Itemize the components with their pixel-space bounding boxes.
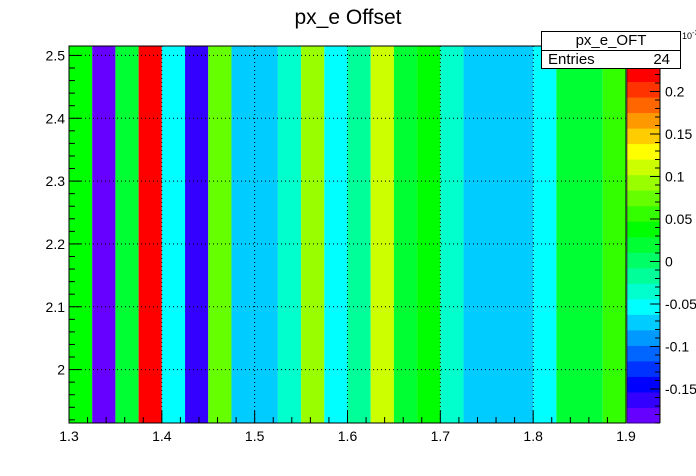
z-exponent: 10-3 — [682, 28, 696, 41]
palette-swatch-15 — [627, 174, 660, 191]
palette-tick-label-0: 0.2 — [665, 84, 685, 100]
palette-swatch-1 — [627, 391, 660, 408]
heatmap-cell-19 — [602, 46, 626, 423]
palette-swatch-11 — [627, 236, 660, 253]
y-tick-label-3: 2.3 — [46, 173, 66, 189]
palette-tick-label-5: -0.05 — [665, 296, 696, 312]
x-tick-label-3: 1.6 — [338, 428, 358, 444]
palette-swatch-5 — [627, 329, 660, 346]
x-tick-label-4: 1.7 — [431, 428, 451, 444]
y-tick-label-0: 2 — [57, 362, 65, 378]
heatmap-cell-9 — [301, 46, 325, 423]
x-tick-label-1: 1.4 — [152, 428, 172, 444]
palette-swatch-12 — [627, 221, 660, 238]
heatmap-cell-18 — [556, 46, 603, 423]
heatmap-cell-16 — [463, 46, 534, 423]
palette-swatch-4 — [627, 345, 660, 362]
stats-box: px_e_OFT Entries 24 — [541, 31, 681, 69]
palette-tick-label-1: 0.15 — [665, 126, 692, 142]
palette-tick-label-6: -0.1 — [665, 339, 689, 355]
heatmap-cell-1 — [92, 46, 116, 423]
palette-swatch-9 — [627, 267, 660, 284]
x-tick-label-0: 1.3 — [59, 428, 79, 444]
palette-swatch-3 — [627, 360, 660, 377]
heatmap-cell-6 — [208, 46, 232, 423]
x-tick-label-2: 1.5 — [245, 428, 265, 444]
heatmap-cell-14 — [417, 46, 441, 423]
heatmap-cell-13 — [393, 46, 418, 423]
heatmap-cell-3 — [138, 46, 162, 423]
x-tick-label-6: 1.9 — [616, 428, 636, 444]
palette-swatch-17 — [627, 143, 660, 160]
heatmap-cell-4 — [161, 46, 186, 423]
y-tick-label-2: 2.2 — [46, 236, 66, 252]
palette-tick-label-2: 0.1 — [665, 169, 685, 185]
palette-swatch-22 — [627, 66, 660, 83]
heatmap-cell-17 — [533, 46, 557, 423]
palette-swatch-13 — [627, 205, 660, 222]
palette-swatch-0 — [627, 407, 660, 424]
palette-swatch-2 — [627, 376, 660, 393]
y-tick-label-5: 2.5 — [46, 47, 66, 63]
heatmap-cell-11 — [347, 46, 371, 423]
heatmap-cell-15 — [440, 46, 464, 423]
stats-entries-value: 24 — [653, 51, 670, 68]
palette-swatch-18 — [627, 128, 660, 145]
palette-swatch-19 — [627, 112, 660, 129]
y-tick-label-4: 2.4 — [46, 110, 66, 126]
heatmap-cell-10 — [324, 46, 348, 423]
stats-name: px_e_OFT — [542, 32, 680, 51]
heatmap-cell-0 — [69, 46, 93, 423]
stats-entries-label: Entries — [548, 51, 595, 68]
y-tick-label-1: 2.1 — [46, 299, 66, 315]
palette-tick-label-4: 0 — [665, 254, 673, 270]
palette-swatch-20 — [627, 97, 660, 114]
palette-tick-label-3: 0.05 — [665, 211, 692, 227]
heatmap-cell-5 — [185, 46, 209, 423]
palette-swatch-21 — [627, 81, 660, 98]
heatmap-cell-8 — [277, 46, 302, 423]
chart-title: px_e Offset — [294, 6, 402, 29]
palette-tick-label-7: -0.15 — [665, 381, 696, 397]
palette-swatch-8 — [627, 283, 660, 300]
palette-swatch-7 — [627, 298, 660, 315]
palette-swatch-14 — [627, 190, 660, 207]
palette-swatch-16 — [627, 159, 660, 176]
x-tick-label-5: 1.8 — [523, 428, 543, 444]
palette-swatch-10 — [627, 252, 660, 269]
heatmap-cell-12 — [370, 46, 394, 423]
heatmap-cell-2 — [115, 46, 139, 423]
palette-swatch-6 — [627, 314, 660, 331]
